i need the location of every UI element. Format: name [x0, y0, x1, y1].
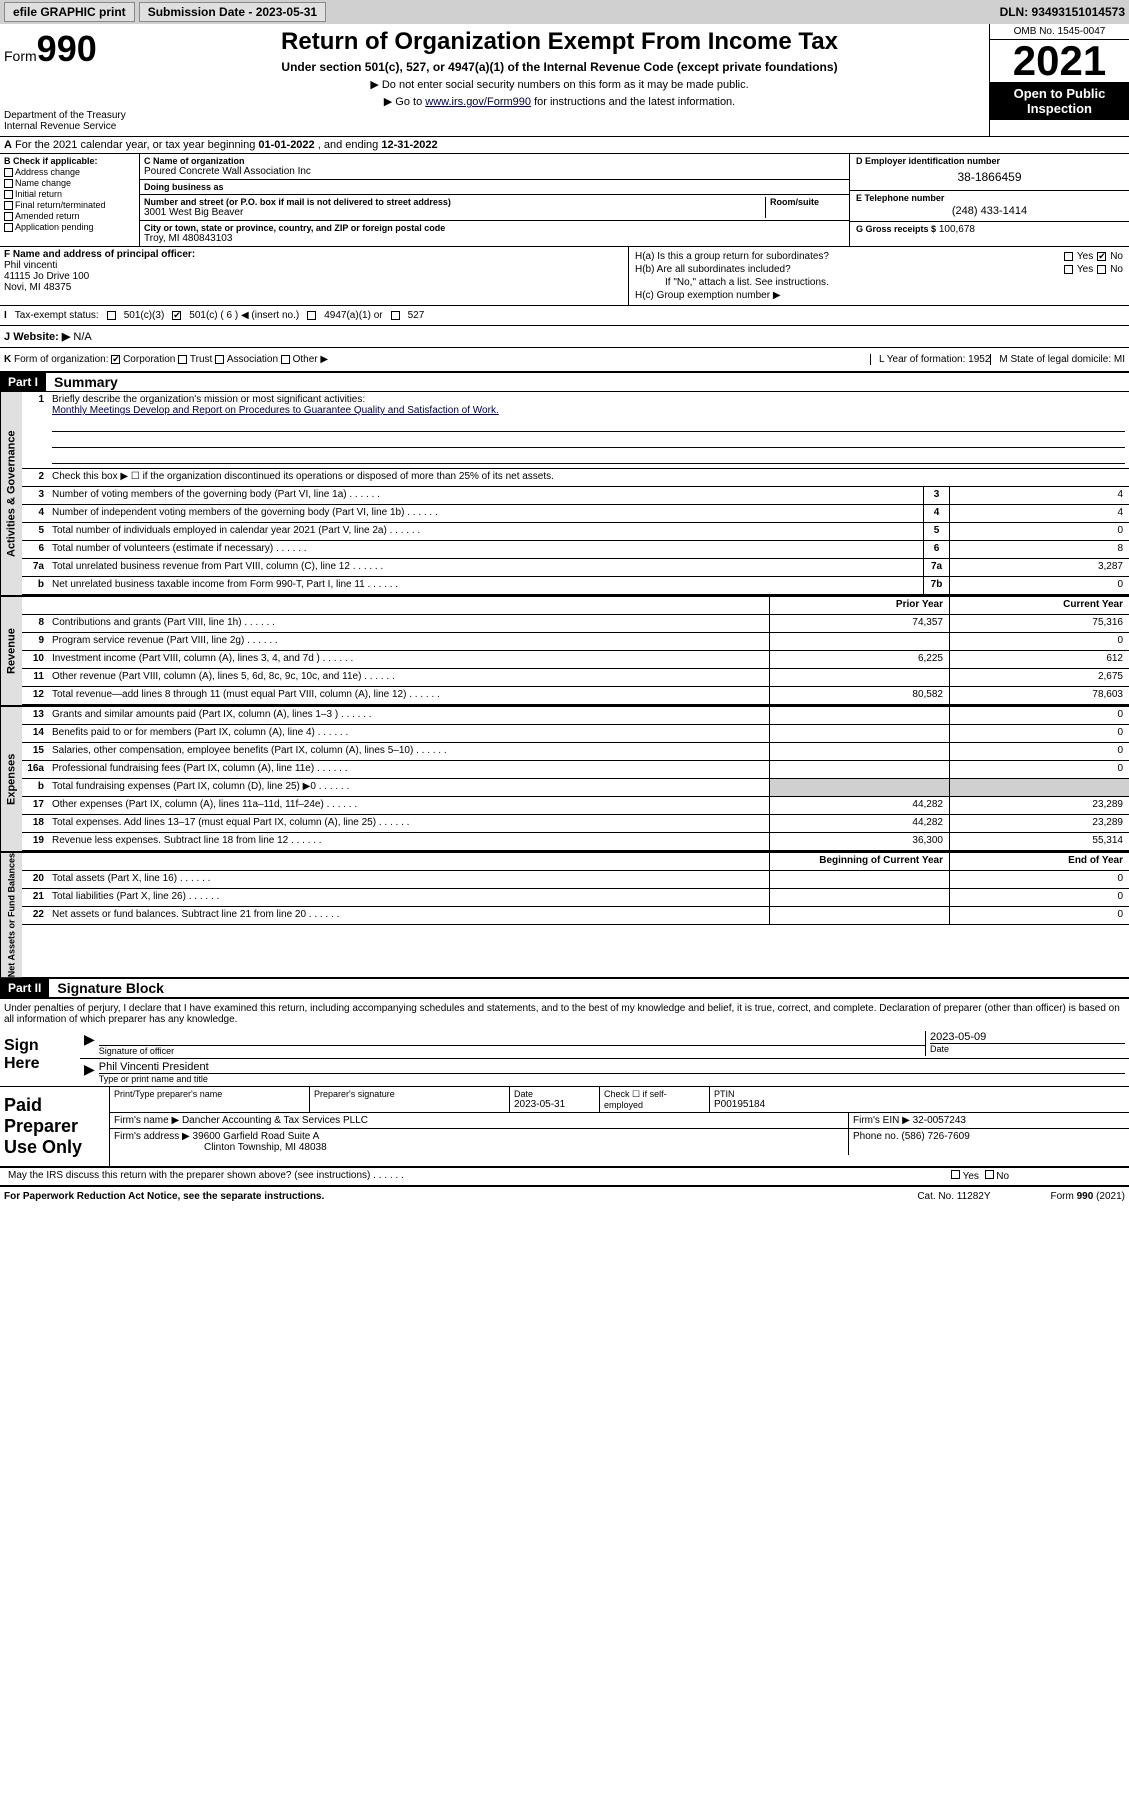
table-row: 14Benefits paid to or for members (Part …	[22, 725, 1129, 743]
officer-addr1: 41115 Jo Drive 100	[4, 271, 624, 282]
firm-name: Dancher Accounting & Tax Services PLLC	[182, 1115, 368, 1126]
table-row: 16aProfessional fundraising fees (Part I…	[22, 761, 1129, 779]
chk-final-return[interactable]	[4, 201, 13, 210]
side-net-assets: Net Assets or Fund Balances	[0, 853, 22, 977]
phone: (248) 433-1414	[856, 203, 1123, 219]
org-name: Poured Concrete Wall Association Inc	[144, 166, 845, 177]
mission-text: Monthly Meetings Develop and Report on P…	[52, 405, 499, 416]
table-row: 8Contributions and grants (Part VIII, li…	[22, 615, 1129, 633]
side-expenses: Expenses	[0, 707, 22, 851]
chk-ha-no[interactable]	[1097, 252, 1106, 261]
row-a-tax-year: A For the 2021 calendar year, or tax yea…	[0, 137, 1129, 154]
table-row: 22Net assets or fund balances. Subtract …	[22, 907, 1129, 925]
note-ssn: ▶ Do not enter social security numbers o…	[134, 78, 985, 91]
table-row: 4Number of independent voting members of…	[22, 505, 1129, 523]
table-row: 12Total revenue—add lines 8 through 11 (…	[22, 687, 1129, 705]
firm-phone: (586) 726-7609	[901, 1131, 969, 1142]
top-toolbar: efile GRAPHIC print Submission Date - 20…	[0, 0, 1129, 24]
chk-hb-no[interactable]	[1097, 265, 1106, 274]
chk-discuss-yes[interactable]	[951, 1170, 960, 1179]
perjury-statement: Under penalties of perjury, I declare th…	[0, 998, 1129, 1029]
chk-527[interactable]	[391, 311, 400, 320]
tax-year: 2021	[990, 40, 1129, 82]
form-number: 990	[37, 28, 97, 69]
submission-date: Submission Date - 2023-05-31	[139, 2, 326, 22]
table-row: 3Number of voting members of the governi…	[22, 487, 1129, 505]
irs-link[interactable]: www.irs.gov/Form990	[425, 96, 531, 108]
table-row: 20Total assets (Part X, line 16)0	[22, 871, 1129, 889]
form-title: Return of Organization Exempt From Incom…	[134, 28, 985, 56]
table-row: 15Salaries, other compensation, employee…	[22, 743, 1129, 761]
form-footer: Form 990 (2021)	[1051, 1191, 1125, 1202]
chk-assoc[interactable]	[215, 355, 224, 364]
officer-name-title: Phil Vincenti President	[99, 1061, 1125, 1073]
chk-4947[interactable]	[307, 311, 316, 320]
table-row: 18Total expenses. Add lines 13–17 (must …	[22, 815, 1129, 833]
side-governance: Activities & Governance	[0, 392, 22, 595]
chk-discuss-no[interactable]	[985, 1170, 994, 1179]
city-state-zip: Troy, MI 480843103	[144, 233, 845, 244]
part2-header: Part II	[0, 979, 49, 997]
chk-name-change[interactable]	[4, 179, 13, 188]
chk-trust[interactable]	[178, 355, 187, 364]
chk-501c[interactable]	[172, 311, 181, 320]
dln: DLN: 93493151014573	[1000, 5, 1125, 19]
firm-addr2: Clinton Township, MI 48038	[114, 1142, 327, 1153]
officer-name: Phil vincenti	[4, 260, 624, 271]
dept-treasury: Department of the Treasury Internal Reve…	[4, 110, 126, 132]
table-row: 11Other revenue (Part VIII, column (A), …	[22, 669, 1129, 687]
pra-notice: For Paperwork Reduction Act Notice, see …	[4, 1191, 324, 1202]
table-row: 10Investment income (Part VIII, column (…	[22, 651, 1129, 669]
firm-addr1: 39600 Garfield Road Suite A	[193, 1131, 320, 1142]
form-subtitle: Under section 501(c), 527, or 4947(a)(1)…	[134, 60, 985, 74]
chk-initial-return[interactable]	[4, 190, 13, 199]
cat-no: Cat. No. 11282Y	[917, 1191, 990, 1202]
side-revenue: Revenue	[0, 597, 22, 705]
state-domicile: M State of legal domicile: MI	[990, 354, 1125, 365]
table-row: 19Revenue less expenses. Subtract line 1…	[22, 833, 1129, 851]
table-row: bTotal fundraising expenses (Part IX, co…	[22, 779, 1129, 797]
chk-corp[interactable]	[111, 355, 120, 364]
sig-date: 2023-05-09	[930, 1031, 1125, 1043]
table-row: 13Grants and similar amounts paid (Part …	[22, 707, 1129, 725]
chk-amended[interactable]	[4, 212, 13, 221]
chk-address-change[interactable]	[4, 168, 13, 177]
prep-date: 2023-05-31	[514, 1099, 595, 1110]
chk-hb-yes[interactable]	[1064, 265, 1073, 274]
ptin: P00195184	[714, 1099, 1125, 1110]
form-word: Form	[4, 48, 37, 64]
table-row: 17Other expenses (Part IX, column (A), l…	[22, 797, 1129, 815]
ein: 38-1866459	[856, 166, 1123, 188]
table-row: 9Program service revenue (Part VIII, lin…	[22, 633, 1129, 651]
part1-header: Part I	[0, 373, 46, 391]
table-row: 5Total number of individuals employed in…	[22, 523, 1129, 541]
paid-preparer: Paid Preparer Use Only	[0, 1087, 110, 1166]
year-formation: L Year of formation: 1952	[870, 354, 990, 365]
chk-501c3[interactable]	[107, 311, 116, 320]
table-row: 6Total number of volunteers (estimate if…	[22, 541, 1129, 559]
sign-here: Sign Here	[0, 1029, 80, 1086]
table-row: 21Total liabilities (Part X, line 26)0	[22, 889, 1129, 907]
firm-ein: 32-0057243	[913, 1115, 966, 1126]
open-to-public: Open to Public Inspection	[990, 82, 1129, 120]
efile-button[interactable]: efile GRAPHIC print	[4, 2, 135, 22]
table-row: 7aTotal unrelated business revenue from …	[22, 559, 1129, 577]
col-b-checkboxes: B Check if applicable: Address change Na…	[0, 154, 140, 246]
officer-addr2: Novi, MI 48375	[4, 282, 624, 293]
table-row: bNet unrelated business taxable income f…	[22, 577, 1129, 595]
gross-receipts: 100,678	[939, 224, 975, 235]
chk-other[interactable]	[281, 355, 290, 364]
chk-ha-yes[interactable]	[1064, 252, 1073, 261]
form-header: Form990 Department of the Treasury Inter…	[0, 24, 1129, 137]
chk-application-pending[interactable]	[4, 223, 13, 232]
street-address: 3001 West Big Beaver	[144, 207, 765, 218]
website: N/A	[73, 331, 91, 343]
